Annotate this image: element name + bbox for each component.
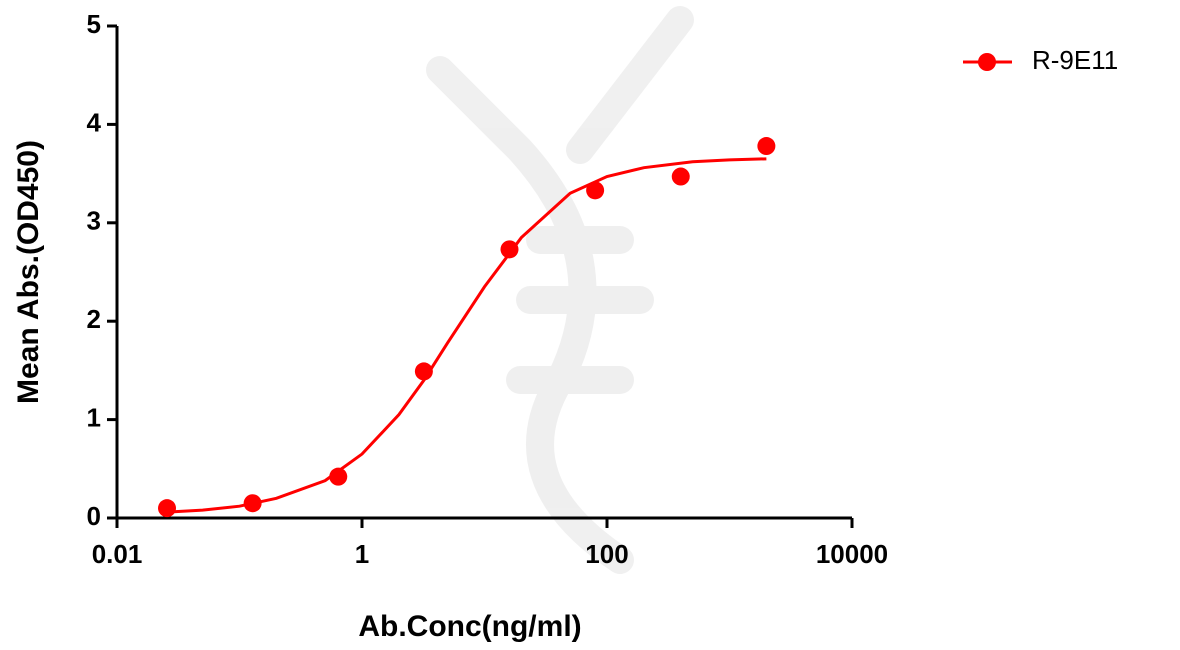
x-tick-label: 1: [355, 539, 369, 569]
data-point: [757, 137, 776, 156]
data-point: [414, 362, 433, 381]
y-axis-title: Mean Abs.(OD450): [12, 140, 45, 404]
data-point: [671, 167, 690, 186]
x-tick-label: 0.01: [92, 539, 143, 569]
y-tick-label: 5: [87, 9, 101, 39]
y-tick-label: 1: [87, 402, 101, 432]
x-tick-label: 100: [585, 539, 628, 569]
y-tick-label: 2: [87, 304, 101, 334]
data-point: [329, 467, 348, 486]
data-point: [500, 240, 519, 259]
watermark: [426, 6, 694, 574]
data-point: [243, 494, 262, 513]
x-tick-label: 10000: [816, 539, 888, 569]
y-tick-label: 3: [87, 206, 101, 236]
y-tick-label: 4: [87, 107, 102, 137]
fit-curve: [166, 157, 767, 514]
y-tick-label: 0: [87, 501, 101, 531]
legend-marker: [978, 53, 996, 71]
legend-label: R-9E11: [1032, 45, 1118, 75]
data-point: [158, 499, 177, 518]
x-axis-title: Ab.Conc(ng/ml): [358, 610, 581, 643]
data-point: [586, 181, 605, 200]
